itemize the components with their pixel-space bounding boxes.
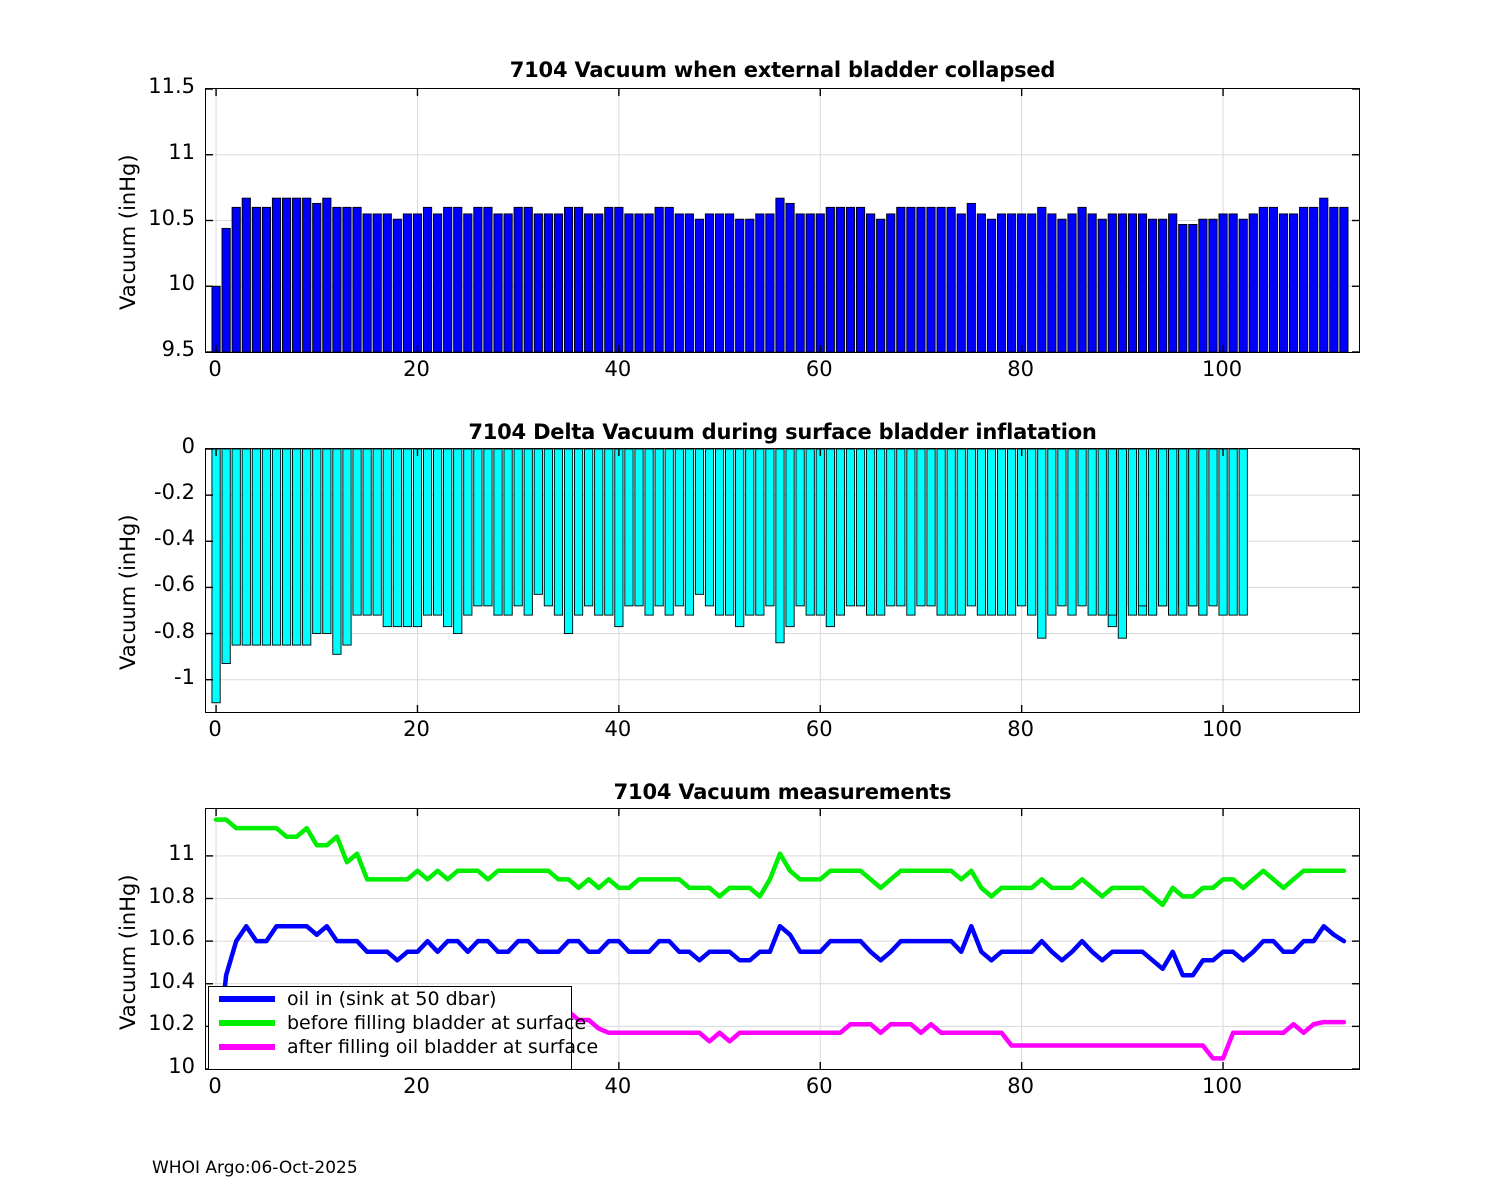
ytick-label: -1 — [174, 664, 195, 689]
ytick-label: 11 — [168, 840, 195, 865]
ytick-label: 11 — [168, 139, 195, 164]
xtick-label: 0 — [208, 357, 222, 381]
legend-label-after-filling: after filling oil bladder at surface — [287, 1036, 599, 1058]
ytick-label: 10.8 — [148, 883, 195, 908]
legend-item-before-filling[interactable]: before filling bladder at surface — [209, 1011, 586, 1035]
legend-swatch-blue — [219, 996, 275, 1002]
ytick-label: 9.5 — [161, 337, 195, 361]
xtick-label: 100 — [1202, 717, 1243, 741]
xtick-label: 80 — [1007, 357, 1035, 381]
xtick-label: 80 — [1007, 717, 1035, 741]
xtick-label: 40 — [604, 357, 632, 381]
xtick-label: 40 — [604, 1074, 632, 1098]
xtick-label: 40 — [604, 717, 632, 741]
ytick-label: 10.2 — [148, 1011, 195, 1036]
legend-label-oil-in: oil in (sink at 50 dbar) — [287, 988, 497, 1010]
panel1-title: 7104 Vacuum when external bladder collap… — [509, 58, 1056, 82]
xtick-label: 60 — [805, 717, 833, 741]
xtick-label: 20 — [403, 717, 430, 741]
ytick-label: 10 — [168, 271, 195, 296]
xtick-label: 100 — [1202, 357, 1243, 381]
xtick-label: 60 — [805, 357, 833, 381]
ytick-label: -0.4 — [154, 526, 195, 551]
panel3-title: 7104 Vacuum measurements — [613, 780, 952, 804]
xtick-label: 100 — [1202, 1074, 1243, 1098]
legend-item-oil-in[interactable]: oil in (sink at 50 dbar) — [209, 987, 571, 1011]
legend-swatch-magenta — [219, 1044, 275, 1050]
ytick-label: 10 — [168, 1054, 195, 1078]
panel-vacuum-collapsed: 7104 Vacuum when external bladder collap… — [0, 0, 1500, 390]
ytick-label: -0.2 — [154, 480, 195, 505]
ytick-label: 10.5 — [148, 205, 195, 230]
legend-item-after-filling[interactable]: after filling oil bladder at surface — [209, 1035, 598, 1059]
panel3-legend: oil in (sink at 50 dbar) before filling … — [208, 986, 598, 1070]
panel2-plot-area — [205, 448, 1360, 713]
xtick-label: 80 — [1007, 1074, 1035, 1098]
panel1-plot-area — [205, 88, 1360, 353]
legend-label-before-filling: before filling bladder at surface — [287, 1012, 587, 1034]
ytick-label: 10.6 — [148, 926, 195, 951]
footer-credit: WHOI Argo:06-Oct-2025 — [152, 1158, 358, 1178]
xtick-label: 0 — [208, 1074, 222, 1098]
ytick-label: 0 — [181, 434, 195, 458]
ytick-label: 10.4 — [148, 968, 195, 993]
ytick-label: 11.5 — [148, 74, 195, 98]
ytick-label: -0.6 — [154, 572, 195, 597]
ytick-label: -0.8 — [154, 618, 195, 643]
xtick-label: 20 — [403, 1074, 430, 1098]
legend-swatch-green — [219, 1020, 275, 1026]
xtick-label: 0 — [208, 717, 222, 741]
panel2-title: 7104 Delta Vacuum during surface bladder… — [468, 420, 1097, 444]
xtick-label: 60 — [805, 1074, 833, 1098]
xtick-label: 20 — [403, 357, 430, 381]
